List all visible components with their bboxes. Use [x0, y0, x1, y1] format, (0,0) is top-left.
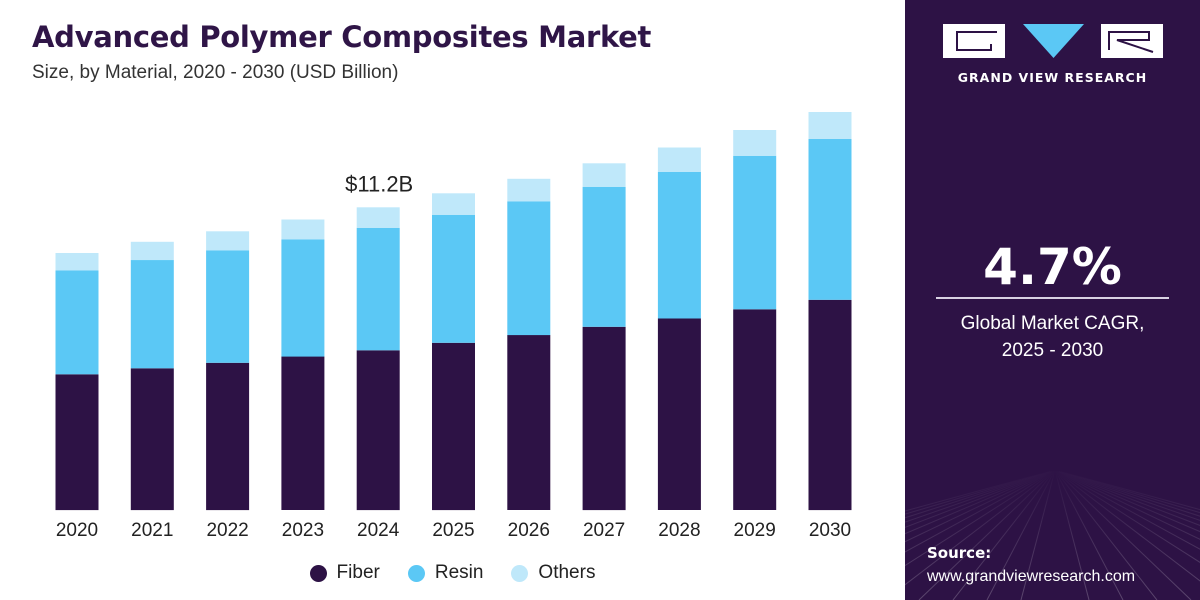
bar-fiber-2021: [130, 368, 174, 511]
chart-panel: Advanced Polymer Composites Market Size,…: [0, 20, 905, 584]
bar-fiber-2029: [733, 309, 777, 510]
x-tick-label-2029: 2029: [734, 520, 776, 541]
bar-fiber-2022: [206, 362, 250, 511]
bar-fiber-2023: [281, 356, 325, 510]
bar-fiber-2026: [507, 335, 551, 510]
bar-others-2028: [657, 147, 701, 172]
bar-others-2020: [55, 253, 99, 271]
legend-swatch-fiber: [309, 564, 327, 582]
bar-resin-2021: [130, 260, 174, 369]
chart-title: Advanced Polymer Composites Market: [32, 20, 652, 54]
x-tick-label-2025: 2025: [432, 520, 474, 541]
data-label-2024: $11.2B: [345, 171, 413, 196]
x-tick-label-2023: 2023: [282, 520, 324, 541]
source-url: www.grandviewresearch.com: [927, 568, 1136, 585]
bar-others-2029: [733, 130, 777, 156]
cagr-label-line2: 2025 - 2030: [1001, 340, 1104, 361]
cagr-label-line1: Global Market CAGR,: [960, 313, 1145, 334]
cagr-divider: [936, 297, 1169, 299]
bar-resin-2020: [55, 270, 99, 375]
bar-resin-2023: [281, 239, 325, 357]
x-tick-label-2028: 2028: [658, 520, 700, 541]
legend-swatch-others: [511, 564, 529, 582]
chart-subtitle: Size, by Material, 2020 - 2030 (USD Bill…: [32, 62, 399, 83]
cagr-value: 4.7%: [983, 238, 1122, 296]
bar-resin-2024: [356, 227, 400, 351]
perspective-grid-decoration: [905, 469, 1200, 600]
legend-swatch-resin: [407, 564, 425, 582]
bar-others-2026: [507, 178, 551, 202]
bar-resin-2027: [582, 186, 626, 327]
legend-label-fiber: Fiber: [336, 562, 380, 583]
bar-resin-2026: [507, 201, 551, 336]
x-tick-label-2022: 2022: [206, 520, 248, 541]
x-tick-label-2024: 2024: [357, 520, 400, 541]
legend-label-others: Others: [538, 562, 596, 583]
bar-others-2023: [281, 219, 325, 240]
cagr-label: Global Market CAGR, 2025 - 2030: [905, 310, 1200, 364]
chart-legend: Fiber Resin Others: [0, 562, 905, 584]
legend-label-resin: Resin: [434, 562, 484, 583]
stacked-bar-chart: 2020 2021 2022 2023 2024 2025 2026 2027 2028 2029…: [55, 112, 852, 541]
bar-others-2030: [808, 112, 852, 139]
bar-resin-2025: [432, 214, 475, 343]
bar-fiber-2024: [356, 350, 400, 511]
bar-fiber-2030: [808, 299, 852, 511]
bar-resin-2022: [206, 250, 250, 363]
info-side-panel: GRAND VIEW RESEARCH 4.7% Global Market C…: [905, 0, 1200, 600]
x-tick-label-2027: 2027: [583, 520, 625, 541]
x-tick-label-2030: 2030: [809, 520, 851, 541]
bar-others-2025: [432, 193, 475, 215]
bar-resin-2028: [657, 172, 701, 319]
legend-item-others: Others: [511, 562, 595, 584]
x-tick-label-2021: 2021: [131, 520, 173, 541]
bar-resin-2030: [808, 139, 852, 300]
x-tick-label-2026: 2026: [508, 520, 550, 541]
bar-fiber-2025: [432, 342, 475, 511]
bar-others-2024: [356, 207, 400, 228]
x-tick-label-2020: 2020: [56, 520, 98, 541]
bar-fiber-2027: [582, 326, 626, 511]
bar-others-2022: [206, 231, 250, 251]
bar-others-2021: [130, 241, 174, 261]
source-label: Source:: [927, 544, 992, 562]
gvr-logo-icon: [943, 24, 1163, 58]
bar-fiber-2020: [55, 374, 99, 511]
bar-fiber-2028: [657, 318, 701, 510]
legend-item-fiber: Fiber: [309, 562, 380, 584]
brand-name: GRAND VIEW RESEARCH: [957, 70, 1148, 85]
bar-resin-2029: [733, 155, 777, 310]
legend-item-resin: Resin: [407, 562, 484, 584]
bar-others-2027: [582, 163, 626, 187]
